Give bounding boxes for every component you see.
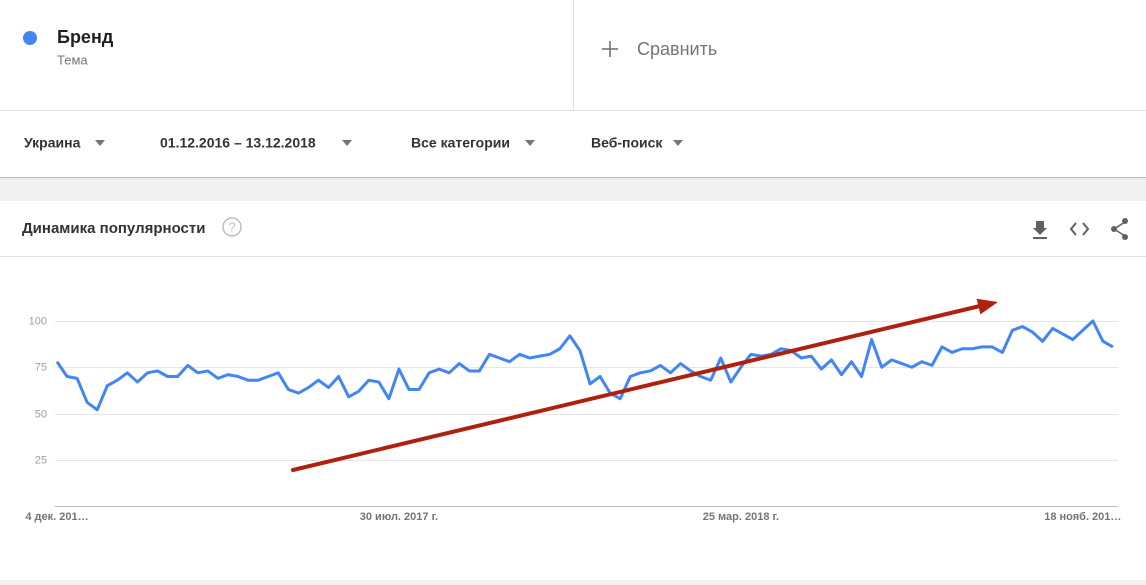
download-icon[interactable]	[1033, 221, 1047, 239]
y-tick-label: 100	[29, 315, 47, 327]
icon-part	[1122, 218, 1128, 224]
icon-part	[1033, 228, 1047, 235]
gap-band	[0, 580, 1146, 585]
filter-search-type[interactable]: Веб-поиск	[591, 135, 663, 151]
help-icon[interactable]	[222, 217, 242, 237]
annotation-arrowhead	[976, 298, 998, 315]
dropdown-arrow[interactable]	[95, 140, 105, 146]
dropdown-arrow[interactable]	[342, 140, 352, 146]
dropdown-arrow[interactable]	[673, 140, 683, 146]
icon-part	[1111, 226, 1117, 232]
filter-region[interactable]: Украина	[24, 135, 81, 151]
x-tick-label: 25 мар. 2018 г.	[703, 511, 779, 523]
embed-icon[interactable]	[1069, 222, 1090, 236]
y-tick-label: 50	[35, 408, 47, 420]
icon-part	[1069, 222, 1077, 236]
plot-area: 25 50 75 100 4 дек. 201… 30 июл. 2017 г. 25 ма…	[25, 315, 1121, 523]
y-tick-label: 25	[35, 454, 47, 466]
compare-label[interactable]: Сравнить	[637, 39, 717, 59]
help-icon-glyph[interactable]: ?	[228, 219, 235, 234]
filter-dates[interactable]: 01.12.2016 – 13.12.2018	[160, 135, 316, 151]
chart-title: Динамика популярности	[22, 220, 205, 237]
icon-part	[1036, 221, 1044, 228]
y-tick-label: 75	[35, 361, 47, 373]
x-tick-label: 18 нояб. 201…	[1044, 511, 1121, 523]
annotation-arrow	[291, 304, 982, 472]
share-icon[interactable]	[1111, 218, 1128, 240]
dropdown-arrow[interactable]	[525, 140, 535, 146]
gap-band	[0, 177, 1146, 201]
topic-name[interactable]: Бренд	[57, 27, 114, 47]
legend-dot	[23, 31, 37, 45]
filter-category[interactable]: Все категории	[411, 135, 510, 151]
compare-button[interactable]: Сравнить	[602, 39, 717, 59]
topic-type: Тема	[57, 52, 88, 67]
icon-part	[1122, 234, 1128, 240]
x-tick-label: 30 июл. 2017 г.	[360, 511, 438, 523]
series-line	[55, 319, 1114, 412]
icon-part	[1033, 237, 1047, 239]
x-tick-label: 4 дек. 201…	[25, 511, 88, 523]
icon-part	[1082, 222, 1090, 236]
